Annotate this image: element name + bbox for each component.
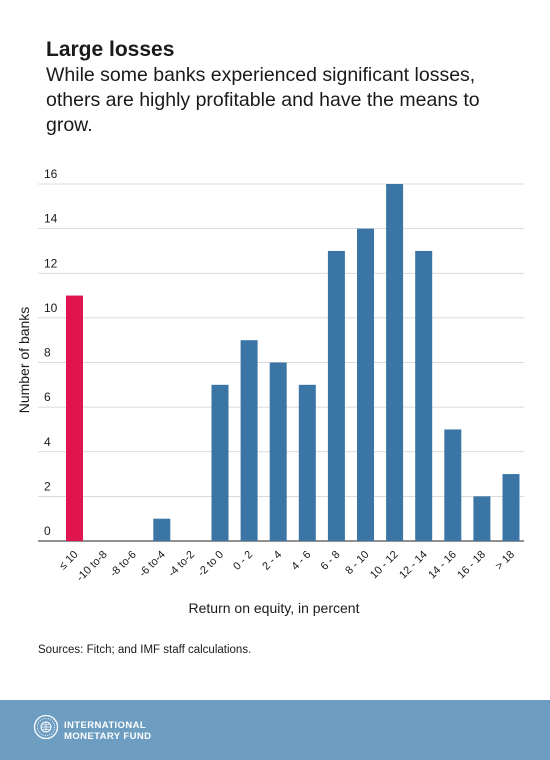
x-tick-label: 12 - 14: [397, 549, 430, 582]
x-tick-label: -6 to-4: [137, 549, 168, 580]
bar: [415, 250, 433, 541]
y-tick-label: 4: [44, 435, 51, 449]
x-tick-label: -10 to-8: [74, 549, 109, 584]
bar: [327, 250, 345, 541]
y-tick-label: 10: [44, 301, 58, 315]
source-note: Sources: Fitch; and IMF staff calculatio…: [38, 644, 252, 656]
y-tick-label: 14: [44, 212, 58, 226]
bar: [502, 474, 520, 541]
org-name-line1: INTERNATIONAL: [64, 720, 147, 731]
x-tick-label: 6 - 8: [318, 549, 342, 573]
x-tick-label: -8 to-6: [108, 549, 139, 580]
y-tick-label: 2: [44, 479, 51, 493]
y-axis-label: Number of banks: [16, 307, 32, 414]
bar: [473, 496, 491, 541]
bar-chart: 0 2 4 6 8 10 12 14 16 ≤ 10-10 to-8-8 to-6-6 to-4…: [16, 167, 524, 616]
org-name-line2: MONETARY FUND: [64, 731, 152, 742]
x-tick-label: 0 - 2: [231, 549, 255, 573]
imf-seal-icon: [33, 714, 59, 740]
bar: [211, 384, 229, 541]
x-tick-label: -4 to-2: [166, 549, 197, 580]
x-tick-label: -2 to 0: [196, 549, 227, 580]
y-tick-label: 6: [44, 390, 51, 404]
y-tick-label: 12: [44, 256, 58, 270]
x-tick-label: 14 - 16: [426, 549, 459, 582]
y-tick-label: 0: [44, 524, 51, 538]
bars: [66, 184, 520, 541]
x-tick-label: ≤ 10: [57, 549, 81, 573]
x-tick-label: 4 - 6: [289, 549, 313, 573]
bar: [153, 518, 171, 541]
y-tick-label: 16: [44, 167, 58, 181]
x-axis-label: Return on equity, in percent: [189, 600, 360, 616]
x-tick-label: 16 - 18: [455, 549, 488, 582]
bar: [357, 228, 374, 541]
x-tick-label: 2 - 4: [260, 549, 284, 573]
chart-subtitle: While some banks experienced significant…: [46, 64, 480, 136]
x-tick-label: 10 - 12: [368, 549, 401, 582]
bar: [444, 429, 462, 541]
footer-bar: INTERNATIONAL MONETARY FUND: [0, 700, 550, 760]
bar: [298, 384, 316, 541]
y-tick-label: 8: [44, 346, 51, 360]
bar: [240, 340, 258, 541]
y-tick-labels: 0 2 4 6 8 10 12 14 16: [44, 167, 58, 538]
x-tick-labels: ≤ 10-10 to-8-8 to-6-6 to-4-4 to-2-2 to 0…: [57, 549, 517, 584]
bar: [269, 362, 287, 541]
bar: [386, 184, 404, 541]
x-tick-label: > 18: [493, 549, 517, 573]
bar: [66, 295, 83, 541]
org-name: INTERNATIONAL MONETARY FUND: [64, 720, 151, 742]
chart-title: Large losses: [46, 38, 175, 61]
